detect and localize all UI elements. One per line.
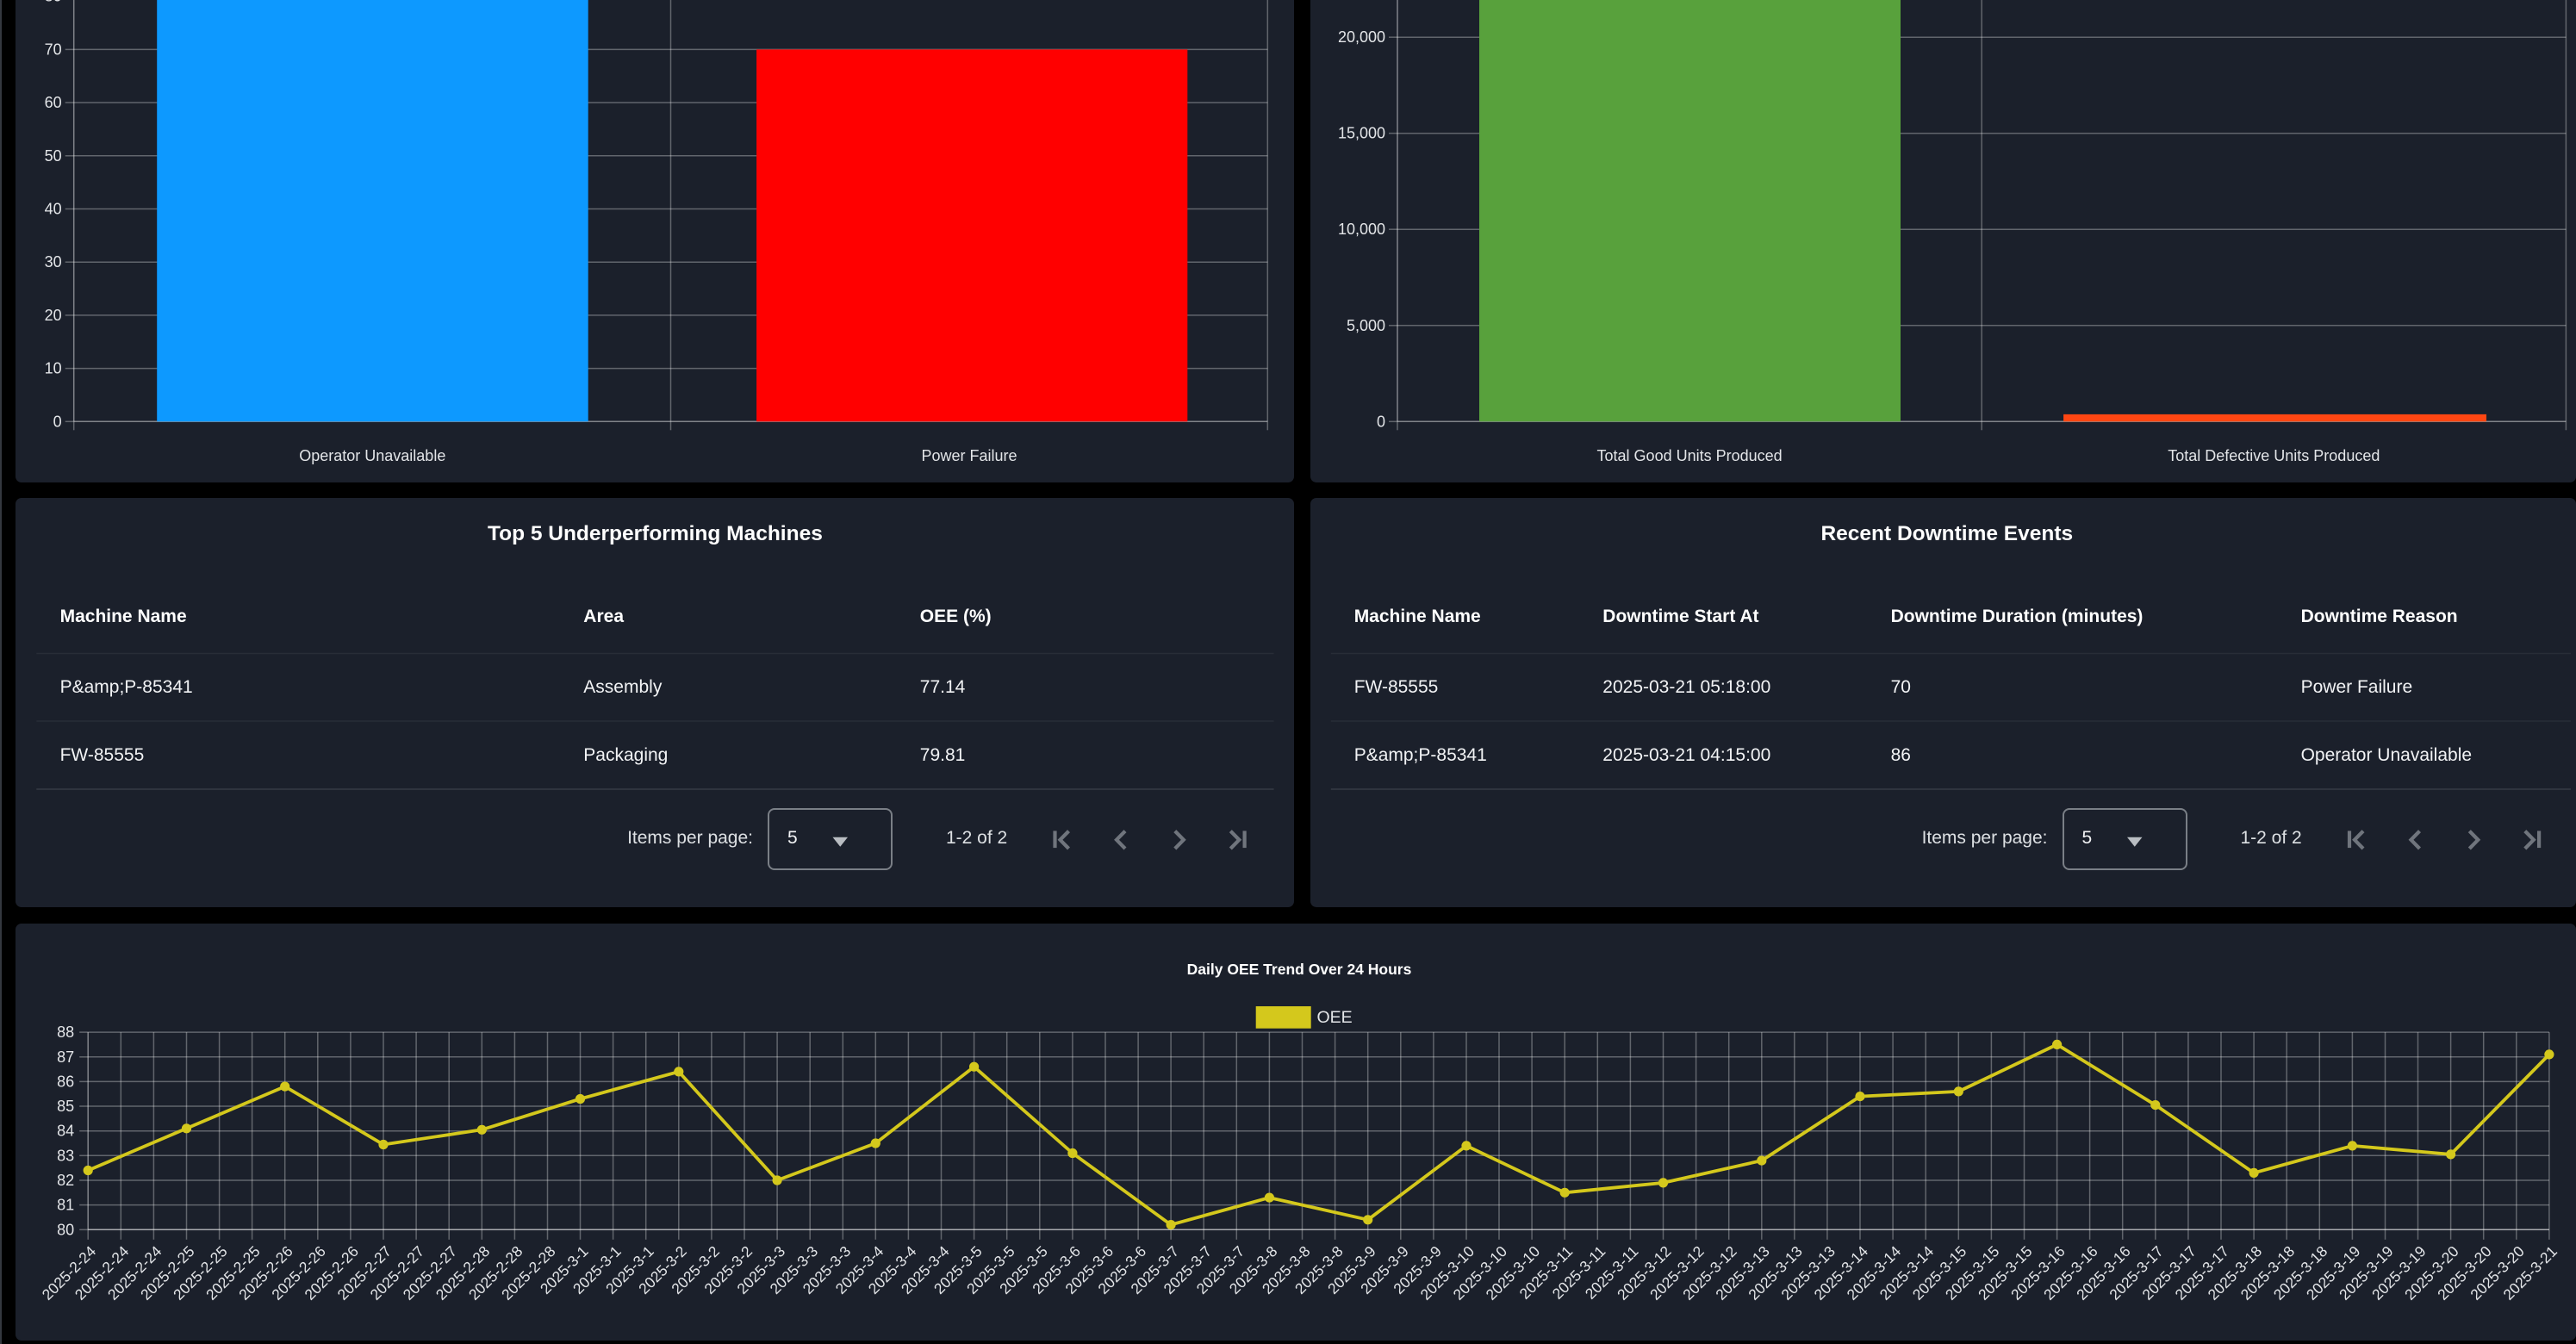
- svg-text:Total Defective Units Produced: Total Defective Units Produced: [2168, 447, 2380, 464]
- svg-text:0: 0: [1377, 413, 1385, 430]
- svg-text:40: 40: [45, 201, 62, 218]
- svg-text:Operator Unavailable: Operator Unavailable: [299, 447, 445, 464]
- svg-text:81: 81: [57, 1197, 74, 1214]
- svg-text:86: 86: [57, 1073, 74, 1090]
- svg-text:Daily OEE Trend Over 24 Hours: Daily OEE Trend Over 24 Hours: [1187, 961, 1412, 978]
- svg-text:15,000: 15,000: [1338, 125, 1385, 142]
- svg-text:70: 70: [45, 40, 62, 58]
- svg-text:Power Failure: Power Failure: [921, 447, 1017, 464]
- svg-text:OEE: OEE: [1317, 1008, 1353, 1027]
- svg-text:60: 60: [45, 94, 62, 111]
- svg-text:20,000: 20,000: [1338, 28, 1385, 46]
- svg-text:87: 87: [57, 1048, 74, 1066]
- svg-text:20: 20: [45, 307, 62, 324]
- svg-text:83: 83: [57, 1147, 74, 1164]
- svg-text:10: 10: [45, 360, 62, 377]
- svg-text:10,000: 10,000: [1338, 221, 1385, 238]
- svg-text:0: 0: [53, 413, 62, 430]
- svg-text:50: 50: [45, 147, 62, 165]
- svg-text:80: 80: [45, 0, 62, 5]
- svg-text:82: 82: [57, 1172, 74, 1189]
- svg-text:30: 30: [45, 253, 62, 271]
- svg-text:88: 88: [57, 1024, 74, 1041]
- svg-text:Total Good Units Produced: Total Good Units Produced: [1597, 447, 1783, 464]
- svg-text:84: 84: [57, 1123, 74, 1140]
- svg-text:5,000: 5,000: [1347, 317, 1385, 334]
- svg-text:80: 80: [57, 1221, 74, 1238]
- svg-text:85: 85: [57, 1098, 74, 1115]
